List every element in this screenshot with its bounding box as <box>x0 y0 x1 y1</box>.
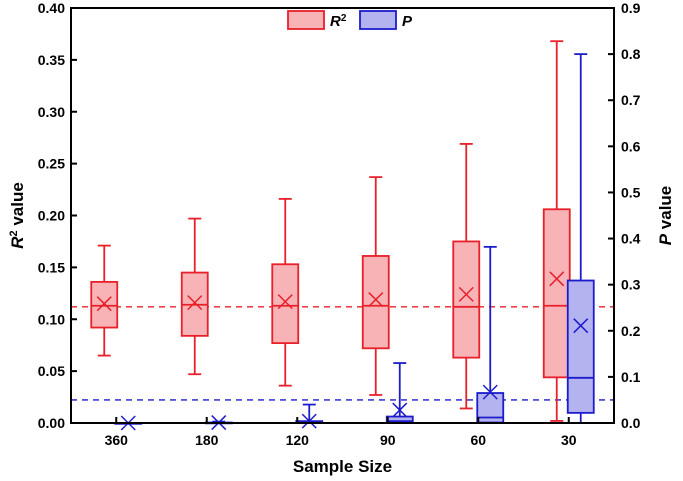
legend-label-p: P <box>402 13 413 30</box>
left-y-axis-title-superscript: 2 <box>8 230 20 236</box>
right-y-tick-label: 0.2 <box>621 323 641 339</box>
right-y-tick-labels: 0.0 0.1 0.2 0.3 0.4 0.5 0.6 0.7 0.8 0.9 <box>621 0 641 431</box>
reference-lines <box>71 306 614 401</box>
mean-marker <box>458 286 474 302</box>
mean-marker <box>187 295 203 311</box>
box-p-30 <box>566 53 595 424</box>
left-y-tick-labels: 0.00 0.05 0.10 0.15 0.20 0.25 0.30 0.35 0.40 <box>38 0 65 431</box>
mean-marker <box>573 318 589 334</box>
x-tick-label: 360 <box>105 432 129 448</box>
legend-swatch-p <box>359 10 397 30</box>
legend-swatch-r2 <box>287 10 325 30</box>
mean-marker <box>392 402 408 418</box>
mean-marker <box>482 384 498 400</box>
right-y-tick-label: 0.4 <box>621 231 641 247</box>
mean-marker <box>96 296 112 312</box>
box-p-90 <box>385 362 414 424</box>
iqr-box <box>361 255 390 350</box>
left-y-tick-label: 0.10 <box>38 311 65 327</box>
right-y-axis-title: P value <box>656 186 675 246</box>
left-y-tick-label: 0.25 <box>38 156 65 172</box>
left-y-tick-label: 0.20 <box>38 208 65 224</box>
x-tick-label: 60 <box>470 432 486 448</box>
box-r2-30 <box>542 40 571 422</box>
box-r2-180 <box>180 217 209 376</box>
plot-frame <box>70 7 615 424</box>
mean-marker <box>277 294 293 310</box>
right-y-tick-label: 0.6 <box>621 138 641 154</box>
x-tick-label: 180 <box>195 432 219 448</box>
x-tick-label: 90 <box>380 432 396 448</box>
legend: R2 P <box>287 10 413 31</box>
iqr-box <box>542 208 571 379</box>
left-y-axis-title-rest: value <box>8 182 27 230</box>
legend-label-r2: R2 <box>330 13 347 31</box>
x-axis-title: Sample Size <box>293 457 392 476</box>
box-r2-360 <box>90 244 119 357</box>
box-r2-90 <box>361 176 390 396</box>
iqr-box <box>566 279 595 414</box>
right-y-tick-label: 0.5 <box>621 184 641 200</box>
right-y-tick-label: 0.7 <box>621 92 641 108</box>
mean-marker <box>368 292 384 308</box>
left-y-tick-label: 0.05 <box>38 363 65 379</box>
left-y-tick-label: 0.40 <box>38 0 65 16</box>
box-r2-120 <box>271 197 300 387</box>
left-y-tick-label: 0.00 <box>38 415 65 431</box>
right-y-tick-label: 0.1 <box>621 369 641 385</box>
box-r2-60 <box>452 143 481 410</box>
legend-label-r2-superscript: 2 <box>341 13 347 24</box>
box-p-120 <box>295 403 324 429</box>
box-series <box>90 40 595 431</box>
right-y-tick-label: 0.3 <box>621 277 641 293</box>
box-p-60 <box>476 245 505 424</box>
iqr-box <box>452 240 481 359</box>
mean-marker <box>549 271 565 287</box>
axes <box>70 7 615 424</box>
right-y-axis-title-symbol: P <box>656 233 675 245</box>
mean-marker <box>301 413 317 429</box>
legend-label-p-symbol: P <box>402 13 413 30</box>
x-tick-label: 120 <box>286 432 310 448</box>
legend-label-r2-symbol: R <box>330 13 341 30</box>
x-tick-labels: 360 180 120 90 60 30 <box>105 432 577 448</box>
left-y-axis-title-symbol: R <box>8 236 27 249</box>
iqr-box <box>271 263 300 345</box>
left-y-tick-label: 0.15 <box>38 259 65 275</box>
right-y-axis-title-rest: value <box>656 186 675 234</box>
right-y-tick-label: 0.9 <box>621 0 641 16</box>
right-y-tick-label: 0.8 <box>621 46 641 62</box>
right-y-tick-label: 0.0 <box>621 415 641 431</box>
left-y-tick-label: 0.30 <box>38 104 65 120</box>
left-y-axis-title: R2 value <box>8 182 27 249</box>
left-y-tick-label: 0.35 <box>38 52 65 68</box>
x-tick-label: 30 <box>561 432 577 448</box>
